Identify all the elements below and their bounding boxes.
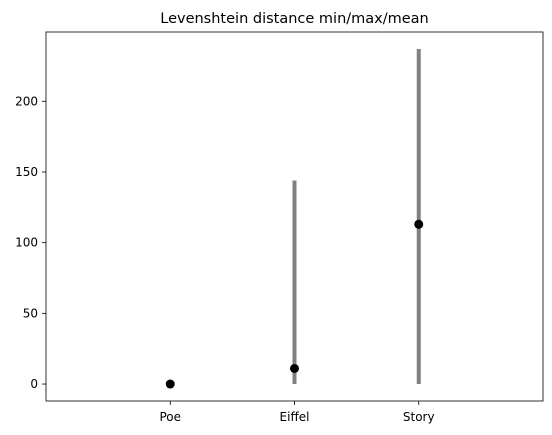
y-tick-label: 0: [30, 377, 38, 391]
x-tick-label: Eiffel: [280, 410, 310, 424]
y-tick-label: 100: [15, 236, 38, 250]
chart-title: Levenshtein distance min/max/mean: [160, 11, 429, 27]
mean-marker-eiffel: [290, 363, 299, 373]
mean-marker-poe: [165, 379, 175, 389]
y-tick-label: 150: [15, 165, 38, 179]
y-tick-label: 200: [15, 94, 38, 108]
y-tick-label: 50: [23, 306, 38, 320]
x-tick-label: Poe: [159, 410, 181, 424]
axis-ticks: Poe Eiffel Story 0 50 100 150 200: [15, 94, 435, 424]
chart-marks: [165, 48, 424, 389]
mean-marker-story: [414, 219, 424, 229]
x-tick-label: Story: [403, 410, 435, 424]
